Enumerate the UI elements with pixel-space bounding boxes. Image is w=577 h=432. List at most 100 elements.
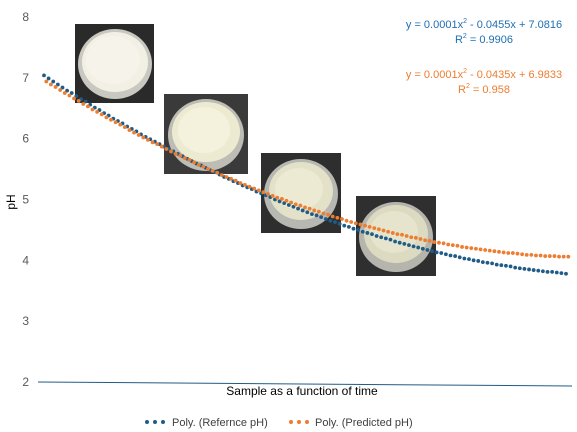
data-point [557,254,561,259]
data-point [233,178,238,183]
data-point [508,264,513,269]
data-point [529,252,534,257]
data-point [370,232,374,237]
data-point [453,254,458,258]
data-point [256,188,261,193]
series-reference-ph [42,73,568,276]
data-point [487,248,492,253]
data-point [543,254,548,258]
data-point [182,156,187,161]
equation-reference: y = 0.0001x2 - 0.0455x + 7.0816 [406,18,562,31]
data-point [321,211,326,216]
data-point [434,250,439,255]
data-point [303,205,307,210]
y-axis-title: pH [4,194,18,209]
legend-label-reference: Poly. (Refernce pH) [172,417,268,429]
data-point [409,235,414,240]
data-point [206,167,210,171]
data-point [432,240,437,244]
data-point [476,259,481,263]
data-point [42,73,46,78]
data-point [404,234,409,238]
data-point [58,88,63,92]
data-point [284,198,289,203]
data-point [293,202,298,207]
data-point [531,268,536,272]
data-point [480,260,485,265]
data-point [353,221,358,226]
y-tick-label: 2 [22,375,29,389]
data-point [296,206,300,211]
data-point [99,112,104,117]
data-point [550,269,555,274]
data-point [229,176,233,181]
data-point [243,183,247,187]
data-point [291,204,296,209]
data-point [81,102,86,106]
data-point [74,94,79,98]
data-point [365,231,370,235]
data-point [247,184,252,189]
data-point [300,208,305,213]
data-point [55,82,60,87]
data-point [393,239,397,244]
data-point [534,253,538,258]
data-point [474,246,478,251]
sample-photo-4 [356,196,436,276]
data-point [430,249,434,254]
data-point [541,269,545,274]
data-point [310,212,314,217]
data-point [386,229,391,234]
data-point [388,237,393,242]
data-point [90,107,95,112]
data-point [173,151,178,156]
data-point [427,238,432,243]
data-point [342,223,347,228]
data-point [478,247,483,252]
y-tick-label: 5 [22,193,29,207]
data-point [377,227,381,232]
data-point [527,267,531,272]
data-point [67,93,72,98]
data-point [340,217,344,221]
data-point [219,173,224,178]
data-point [333,220,337,224]
data-point [314,213,319,218]
data-point [307,206,312,211]
data-point [49,82,53,87]
data-point [76,99,81,103]
data-point [494,262,499,267]
data-point [536,268,541,273]
data-point [554,270,559,275]
data-point [270,193,275,198]
data-point [169,149,173,154]
y-tick-label: 7 [22,71,29,85]
data-point [210,169,215,173]
data-point [298,203,303,208]
data-point [448,253,453,258]
data-point [289,200,294,205]
data-point [381,228,386,233]
data-point [545,269,550,274]
data-point [437,240,441,245]
data-point [450,243,455,248]
data-point [261,190,266,195]
data-point [407,243,411,248]
data-point [395,232,400,237]
data-point [60,85,65,90]
data-point [566,254,571,259]
data-point [425,248,430,252]
sample-photo-1 [75,24,154,103]
data-point [44,79,49,84]
data-point [323,217,328,221]
data-point [312,208,317,213]
data-point [252,186,257,191]
data-point [328,218,333,223]
data-point [275,195,280,200]
data-point [559,271,564,276]
data-point [104,115,109,120]
data-point [462,256,467,261]
data-point [238,181,243,185]
data-point [522,266,527,271]
equation-predicted: y = 0.0001x2 - 0.0435x + 6.9833 [406,68,562,81]
